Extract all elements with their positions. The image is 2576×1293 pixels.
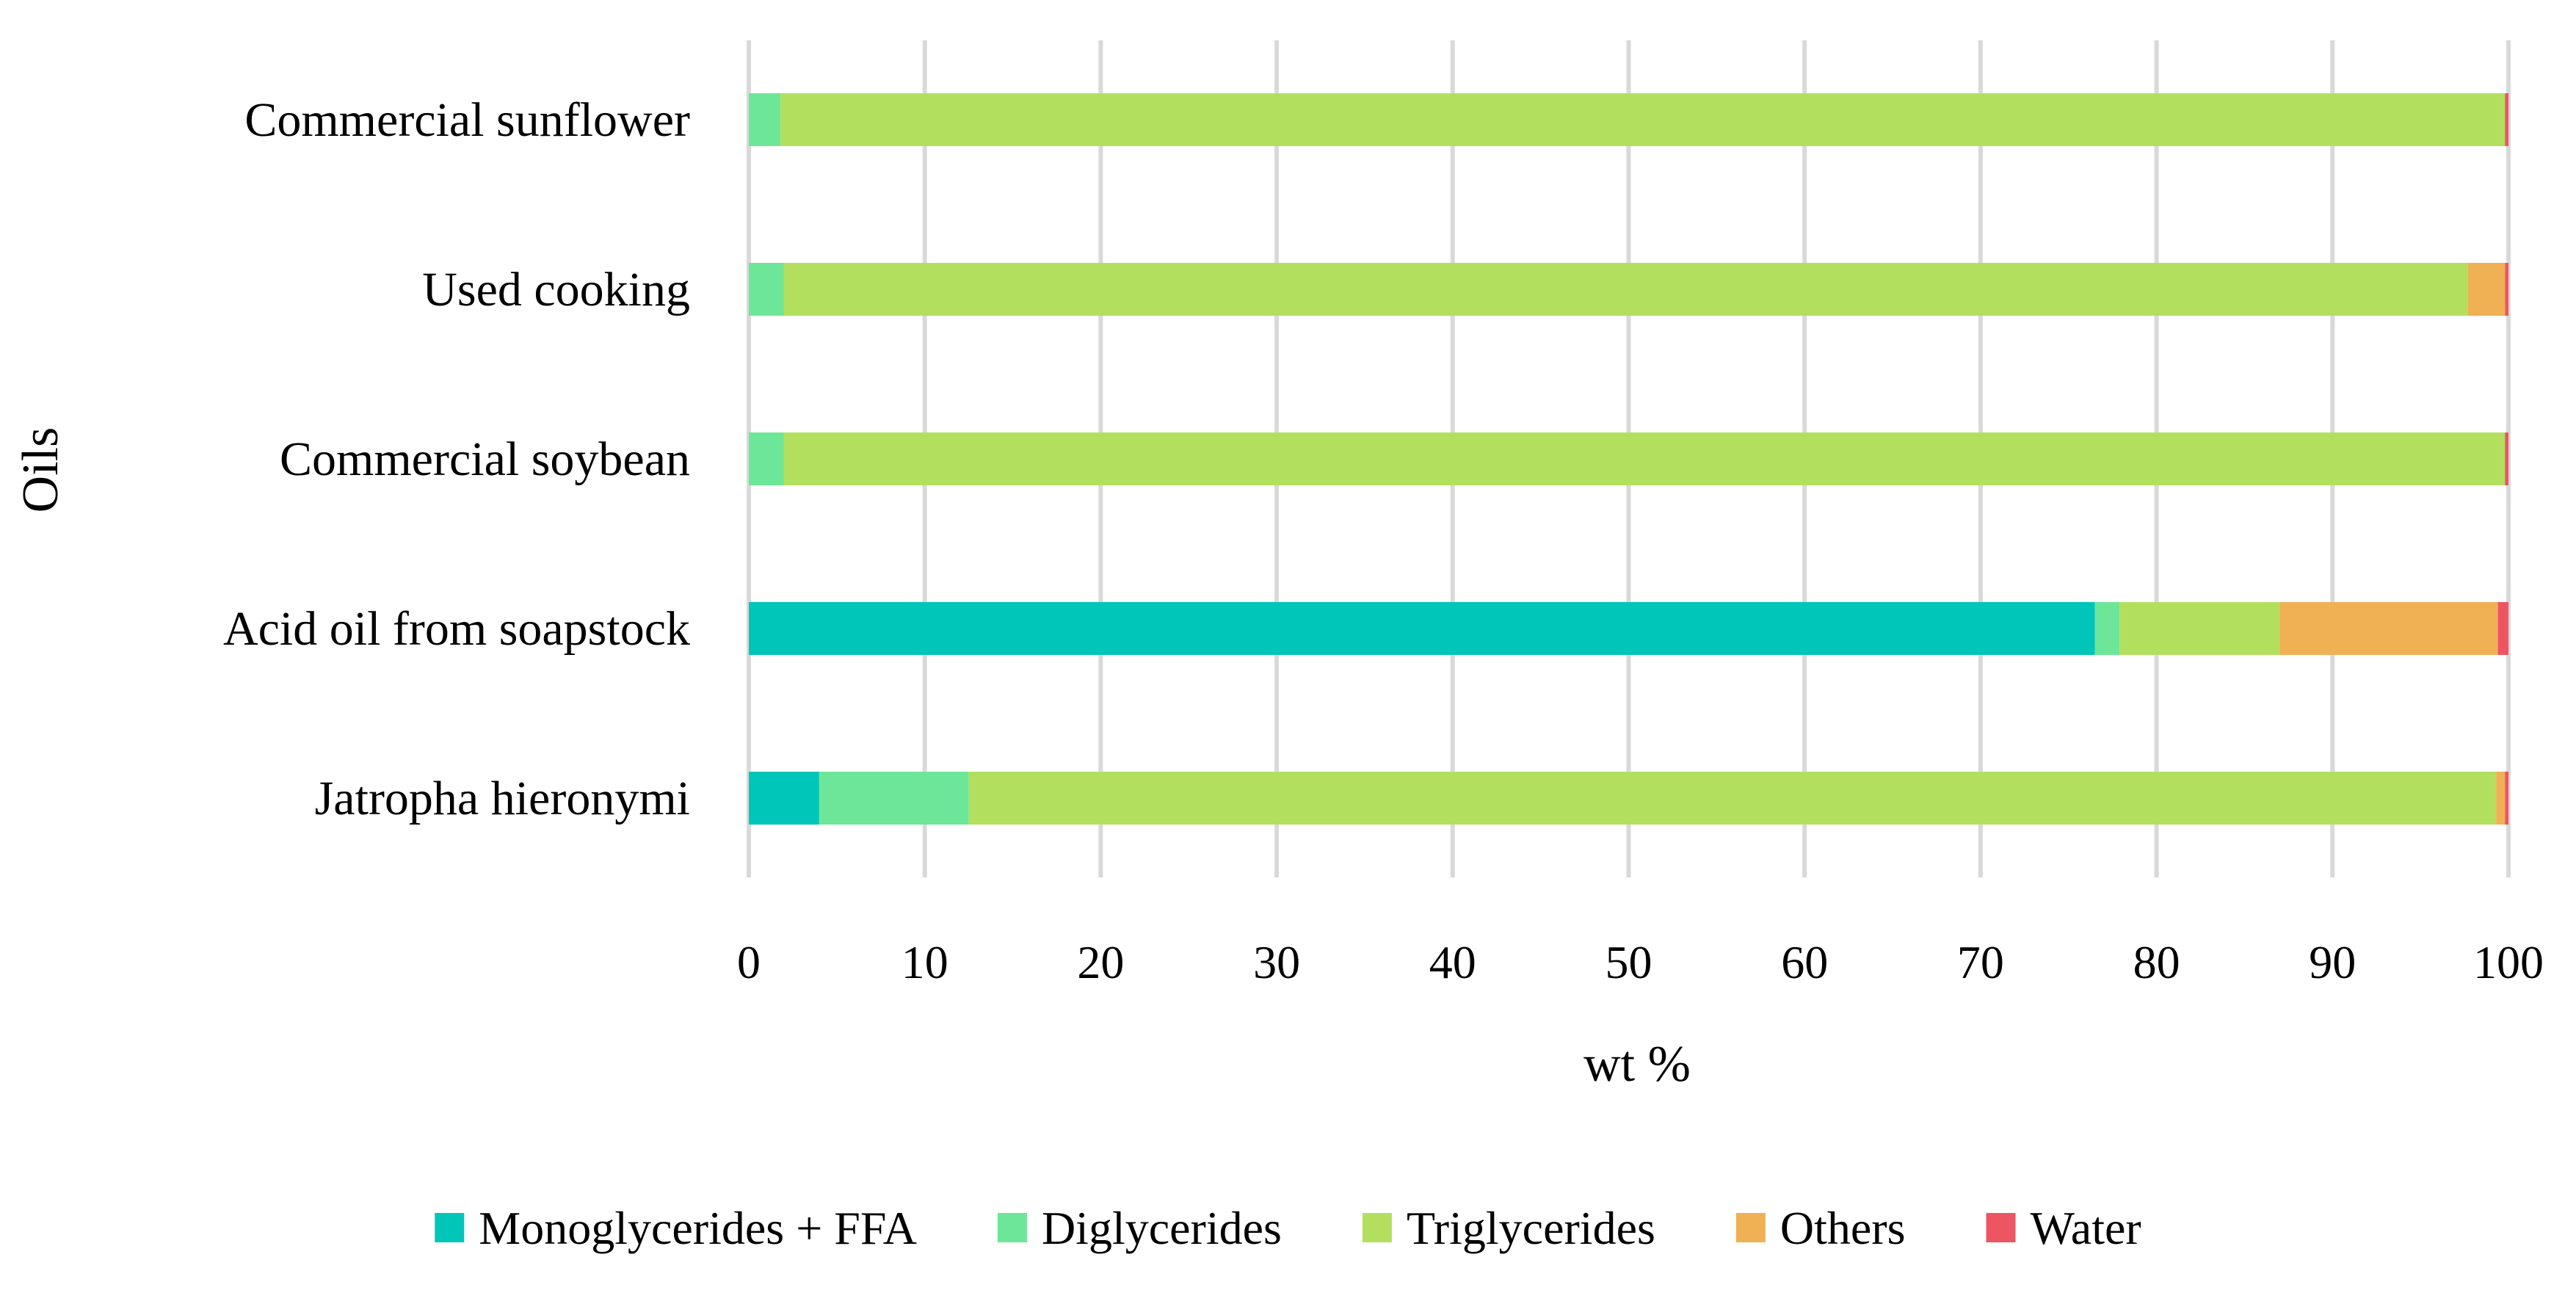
bar-segment	[2467, 263, 2506, 316]
category-label: Jatropha hieronymi	[315, 772, 690, 825]
bars	[749, 93, 2508, 825]
bar-segment	[968, 772, 2497, 825]
x-tick-label: 30	[1253, 936, 1300, 988]
legend-label: Diglycerides	[1042, 1202, 1282, 1254]
bar-segment	[749, 432, 784, 485]
legend-swatch	[435, 1213, 465, 1242]
legend-item: Others	[1735, 1202, 1906, 1254]
bar-segment	[819, 772, 969, 825]
legend-label: Water	[2031, 1202, 2141, 1254]
x-tick-label: 10	[901, 936, 948, 988]
x-tick-label: 20	[1077, 936, 1124, 988]
legend-label: Others	[1780, 1202, 1906, 1254]
legend-label: Triglycerides	[1407, 1202, 1655, 1254]
category-label: Commercial sunflower	[244, 93, 690, 147]
y-axis-title: Oils	[12, 427, 69, 513]
legend-item: Water	[1986, 1202, 2141, 1254]
legend-swatch	[1986, 1213, 2016, 1242]
bar-segment	[2119, 602, 2280, 655]
bar-segment	[749, 93, 781, 146]
bar-segment	[783, 263, 2468, 316]
legend-swatch	[1362, 1213, 1392, 1242]
bar-segment	[2496, 772, 2506, 825]
x-tick-label: 0	[737, 936, 761, 988]
legend-item: Triglycerides	[1362, 1202, 1655, 1254]
bar-segment	[780, 93, 2506, 146]
category-label: Used cooking	[422, 263, 690, 316]
x-tick-labels: 0 10 20 30 40 50 60 70 80 90 100	[737, 936, 2544, 988]
bar-segment	[2505, 263, 2508, 316]
x-tick-label: 90	[2309, 936, 2356, 988]
bar-segment	[749, 263, 784, 316]
x-tick-label: 40	[1429, 936, 1476, 988]
legend-swatch	[1735, 1213, 1766, 1242]
legend: Monoglycerides + FFA Diglycerides Triglyce…	[435, 1202, 2141, 1254]
category-label: Acid oil from soapstock	[223, 602, 690, 656]
bar-segment	[783, 432, 2506, 485]
bar-segment	[2497, 602, 2508, 655]
bar-segment	[749, 772, 819, 825]
legend-item: Monoglycerides + FFA	[435, 1202, 917, 1254]
bar-segment	[2505, 432, 2508, 485]
category-label: Commercial soybean	[280, 432, 690, 486]
bar-segment	[2279, 602, 2498, 655]
legend-item: Diglycerides	[997, 1202, 1282, 1254]
x-tick-label: 80	[2133, 936, 2180, 988]
x-axis-title: wt %	[1583, 1036, 1691, 1093]
bar-segment	[2505, 772, 2508, 825]
x-tick-label: 60	[1781, 936, 1828, 988]
bar-segment	[749, 602, 2095, 655]
category-labels: Commercial sunflower Used cooking Commerci…	[223, 93, 690, 825]
legend-label: Monoglycerides + FFA	[479, 1202, 917, 1254]
legend-swatch	[997, 1213, 1027, 1242]
bar-segment	[2505, 93, 2508, 146]
x-tick-label: 70	[1957, 936, 2004, 988]
bar-segment	[2094, 602, 2120, 655]
x-tick-label: 100	[2473, 936, 2544, 988]
x-tick-label: 50	[1606, 936, 1652, 988]
